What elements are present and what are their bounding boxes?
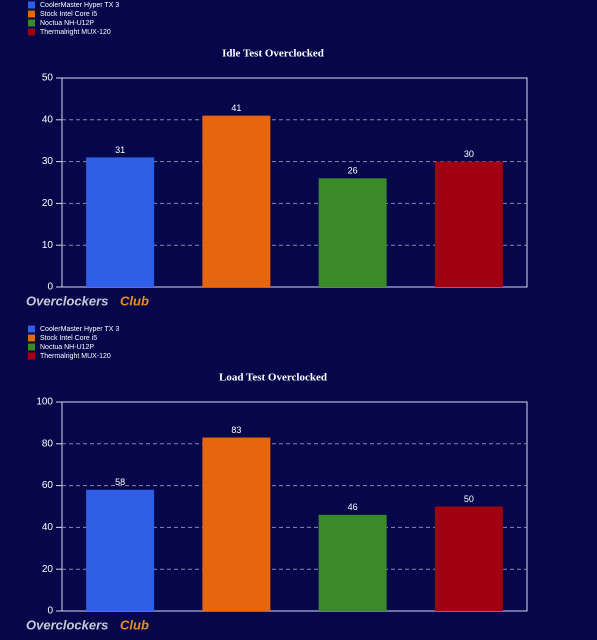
y-tick-label: 60 xyxy=(42,480,54,491)
legend-swatch xyxy=(28,28,35,36)
y-tick-label: 50 xyxy=(42,73,54,84)
plot-area xyxy=(61,77,528,288)
legend-label: Thermalright MUX-120 xyxy=(40,29,111,36)
bar xyxy=(434,506,503,611)
legend-label: Stock Intel Core i5 xyxy=(40,335,97,342)
y-tick-label: 40 xyxy=(42,522,54,533)
legend-label: CoolerMaster Hyper TX 3 xyxy=(40,2,119,9)
bar xyxy=(434,161,503,287)
value-label: 58 xyxy=(115,477,125,487)
legend-swatch xyxy=(28,1,35,9)
bar xyxy=(202,115,271,288)
legend-swatch xyxy=(28,334,35,342)
legend-swatch xyxy=(28,19,35,27)
bar xyxy=(318,514,387,611)
value-label: 26 xyxy=(348,166,358,176)
chart-title: Load Test Overclocked xyxy=(219,372,327,384)
legend-label: Noctua NH-U12P xyxy=(40,20,94,27)
plot-area xyxy=(61,401,528,612)
bar xyxy=(86,157,155,287)
legend-swatch xyxy=(28,352,35,360)
bar xyxy=(202,437,271,611)
logo-left: Overclockers xyxy=(26,617,108,632)
y-tick-label: 30 xyxy=(42,156,54,167)
bar xyxy=(318,178,387,287)
y-tick-label: 0 xyxy=(47,282,53,293)
y-tick-label: 100 xyxy=(36,397,53,408)
legend-label: CoolerMaster Hyper TX 3 xyxy=(40,326,119,333)
legend-swatch xyxy=(28,343,35,351)
legend-swatch xyxy=(28,325,35,333)
value-label: 30 xyxy=(464,149,474,159)
logo-right: Club xyxy=(120,617,149,632)
legend-label: Stock Intel Core i5 xyxy=(40,11,97,18)
value-label: 50 xyxy=(464,494,474,504)
logo-right: Club xyxy=(120,293,149,308)
legend-label: Thermalright MUX-120 xyxy=(40,353,111,360)
value-label: 83 xyxy=(231,425,241,435)
value-label: 31 xyxy=(115,145,125,155)
y-tick-label: 0 xyxy=(47,606,53,617)
legend-swatch xyxy=(28,10,35,18)
bar xyxy=(86,489,155,611)
y-tick-label: 40 xyxy=(42,114,54,125)
y-tick-label: 10 xyxy=(42,240,54,251)
value-label: 41 xyxy=(231,103,241,113)
chart-title: Idle Test Overclocked xyxy=(222,48,324,60)
logo-left: Overclockers xyxy=(26,293,108,308)
legend-label: Noctua NH-U12P xyxy=(40,344,94,351)
value-label: 46 xyxy=(348,502,358,512)
y-tick-label: 20 xyxy=(42,564,54,575)
y-tick-label: 20 xyxy=(42,198,54,209)
y-tick-label: 80 xyxy=(42,438,54,449)
